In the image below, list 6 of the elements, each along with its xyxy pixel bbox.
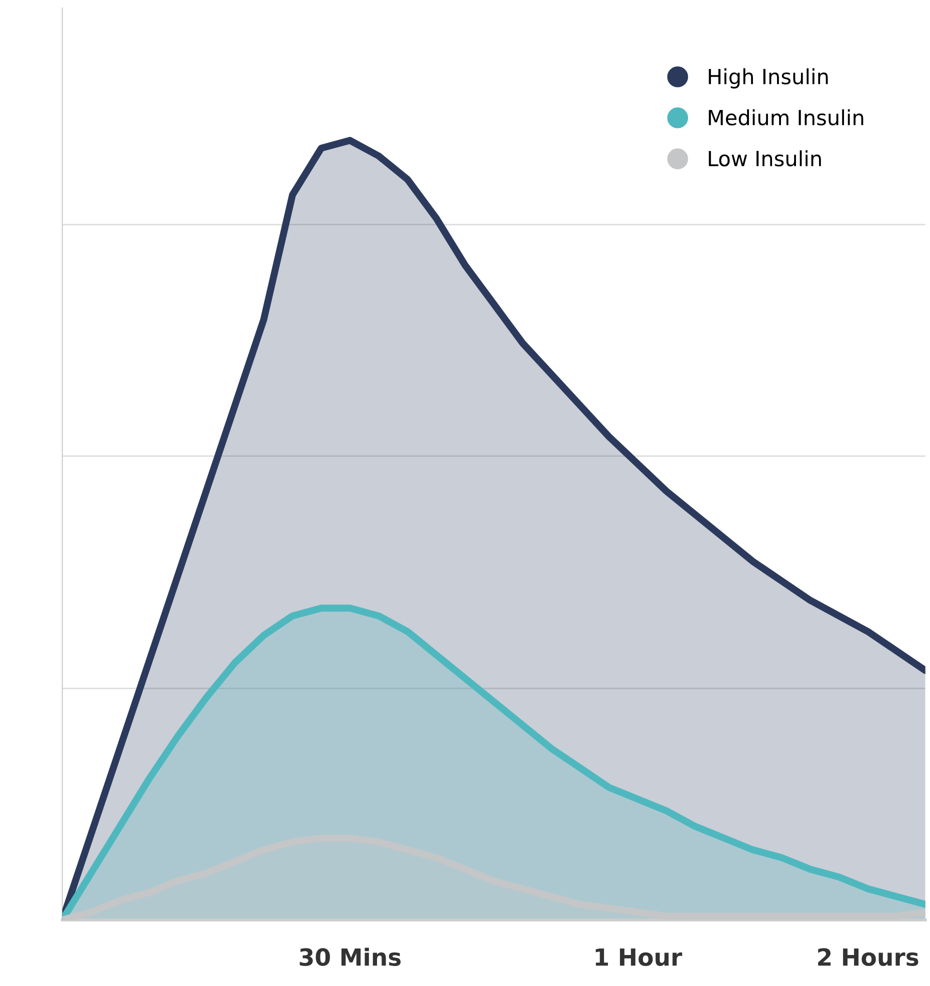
legend-label: High Insulin	[708, 68, 828, 88]
x-tick-label: 2 Hours	[818, 948, 918, 966]
legend-label: Medium Insulin	[708, 109, 864, 126]
x-tick-label: 1 Hour	[596, 948, 682, 966]
legend-label: Low Insulin	[708, 150, 821, 166]
x-tick-label: 30 Mins	[300, 948, 401, 966]
